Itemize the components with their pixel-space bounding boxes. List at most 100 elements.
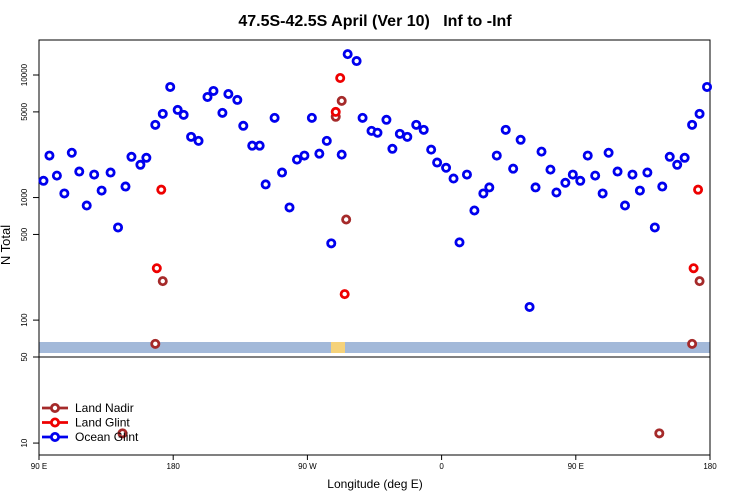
x-axis-label: Longitude (deg E) [327,477,422,491]
point [232,94,243,105]
density-band-highlight [331,342,345,353]
y-tick-label: 5000 [20,102,29,120]
legend-label: Land Nadir [75,401,134,415]
legend-label: Land Glint [75,416,130,430]
point [702,81,713,92]
x-tick-label: 180 [167,462,181,471]
point [150,119,161,130]
point [515,134,526,145]
point [469,205,480,216]
point [603,147,614,158]
point [448,173,459,184]
point [260,179,271,190]
point [81,200,92,211]
point [105,167,116,178]
point [217,107,228,118]
point [321,135,332,146]
point [150,338,161,349]
chart-title: 47.5S-42.5S April (Ver 10) Inf to -Inf [238,13,512,30]
y-tick-label: 10 [20,438,29,447]
point [66,147,77,158]
point [336,149,347,160]
point [193,135,204,146]
y-axis-label: N Total [0,225,13,265]
point [330,106,341,117]
y-tick-label: 10000 [20,63,29,86]
point [51,170,62,181]
point [484,182,495,193]
point [687,119,698,130]
y-tick-label: 500 [20,227,29,241]
point [299,150,310,161]
point [120,181,131,192]
point [411,119,422,130]
point [582,150,593,161]
legend-marker [50,417,61,428]
point [59,188,70,199]
point [381,114,392,125]
point [269,112,280,123]
point [560,177,571,188]
point [612,166,623,177]
point [530,182,541,193]
point [339,289,350,300]
point [634,185,645,196]
point [351,56,362,67]
point [96,185,107,196]
point [172,104,183,115]
point [536,146,547,157]
point [372,127,383,138]
point [657,181,668,192]
point [38,175,49,186]
point [238,120,249,131]
point [89,169,100,180]
point [202,91,213,102]
point [567,169,578,180]
point [500,124,511,135]
point [694,276,705,287]
legend-marker [50,402,61,413]
y-tick-label: 1000 [20,188,29,206]
point [335,73,346,84]
point [178,109,189,120]
point [387,143,398,154]
point [156,184,167,195]
point [165,81,176,92]
point [627,169,638,180]
y-tick-label: 100 [20,313,29,327]
point [284,202,295,213]
top-panel-frame [38,39,711,358]
point [418,124,429,135]
point [135,159,146,170]
point [326,238,337,249]
point [306,112,317,123]
point [654,428,665,439]
y-tick-label: 50 [20,352,29,361]
point [620,200,631,211]
point [688,263,699,274]
x-tick-label: 90 E [568,462,584,471]
x-tick-label: 0 [439,462,444,471]
point [551,187,562,198]
point [672,159,683,170]
point [157,108,168,119]
legend-marker [50,431,61,442]
point [126,151,137,162]
point [291,154,302,165]
x-tick-label: 180 [703,462,717,471]
point [74,166,85,177]
point [575,175,586,186]
point [157,276,168,287]
point [223,88,234,99]
point [342,49,353,60]
x-tick-label: 90 E [31,462,47,471]
point [693,184,704,195]
point [186,131,197,142]
point [649,222,660,233]
point [508,163,519,174]
point [590,170,601,181]
point [679,152,690,163]
point [254,140,265,151]
point [597,188,608,199]
